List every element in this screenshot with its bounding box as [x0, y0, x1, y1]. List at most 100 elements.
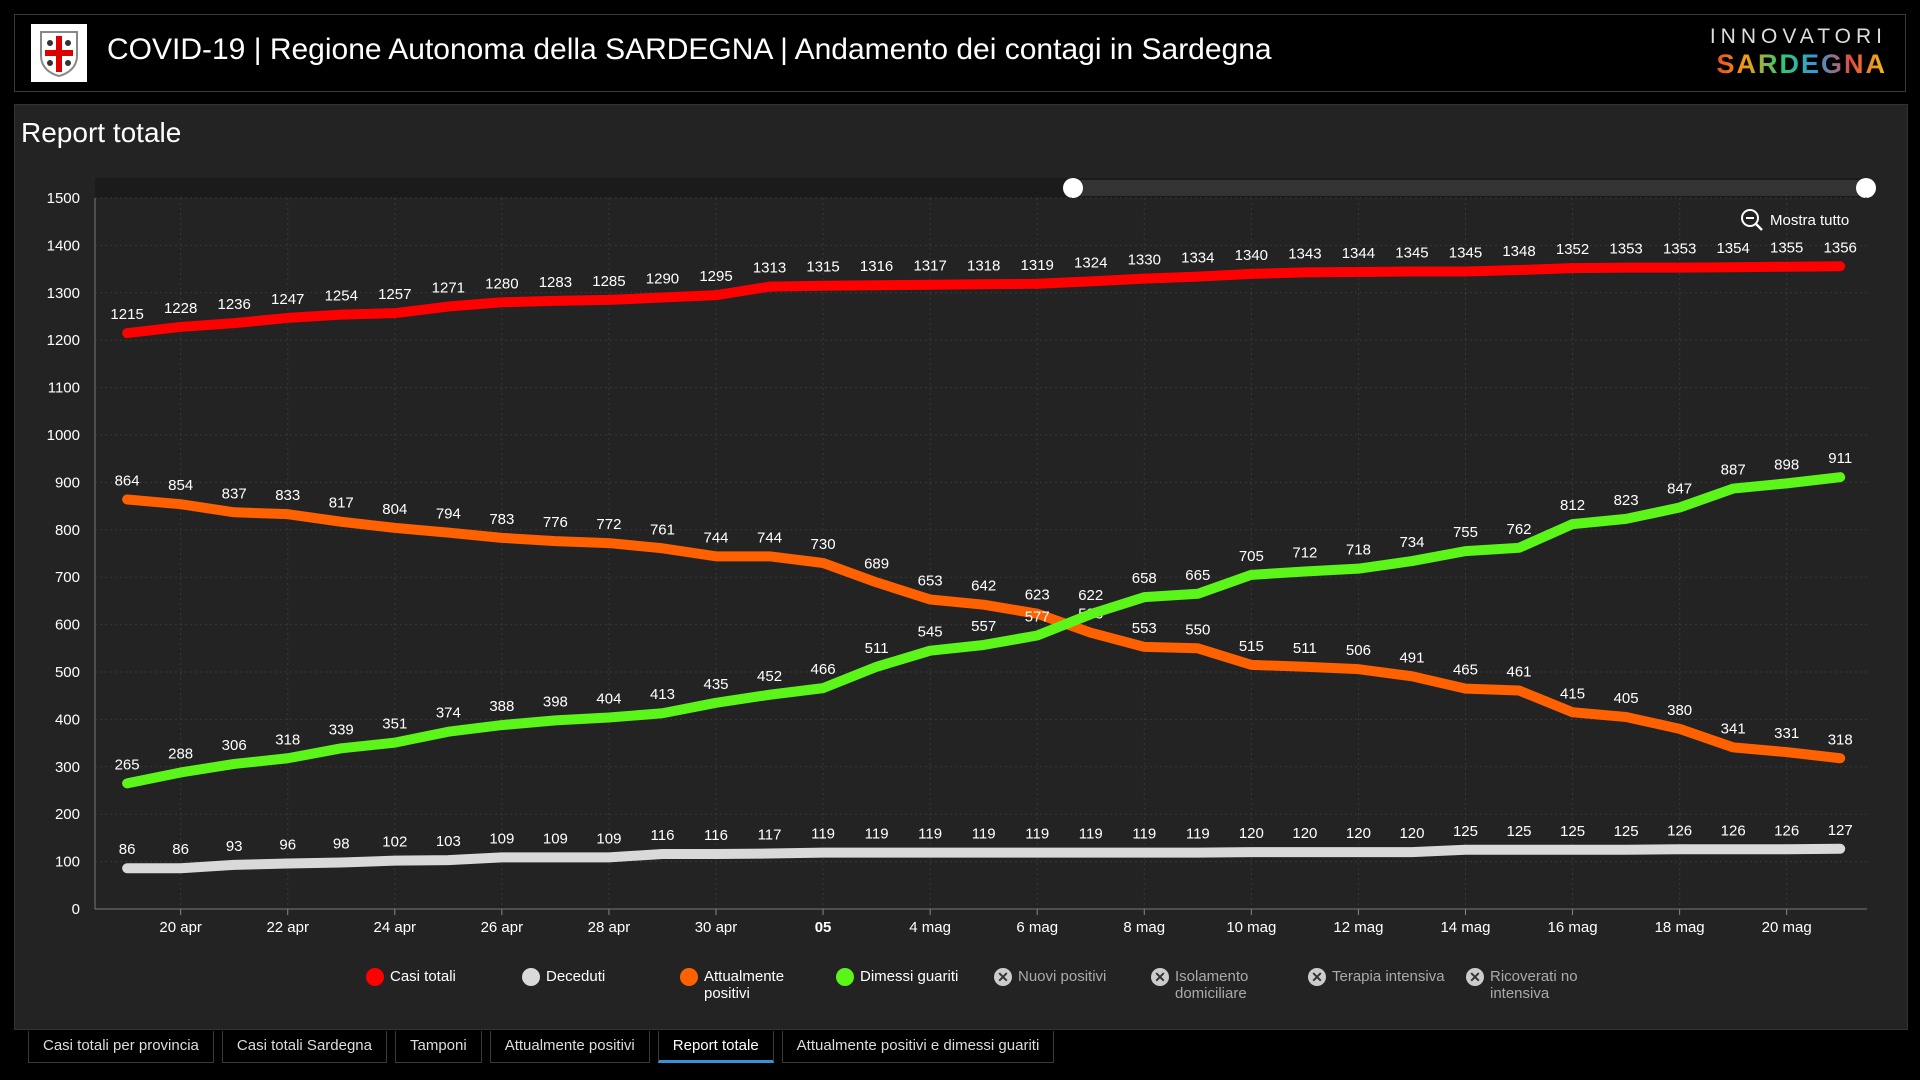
- data-point-deceduti: [714, 852, 719, 857]
- data-label-attualmente-positivi: 515: [1239, 638, 1264, 655]
- data-label-attualmente-positivi: 623: [1025, 587, 1050, 604]
- data-label-casi-totali: 1257: [378, 286, 411, 303]
- data-point-deceduti: [1784, 847, 1789, 852]
- legend-item-attualmente-positivi[interactable]: Attualmente positivi: [680, 968, 799, 1002]
- legend-item-dimessi-guariti[interactable]: Dimessi guariti: [836, 968, 958, 986]
- data-label-deceduti: 116: [704, 827, 728, 844]
- data-point-casi-totali: [1677, 265, 1682, 270]
- data-label-dimessi-guariti: 466: [811, 661, 836, 678]
- legend-dot-icon: [366, 968, 384, 986]
- data-label-deceduti: 96: [279, 836, 296, 853]
- tab-casi-totali-per-provincia[interactable]: Casi totali per provincia: [28, 1031, 214, 1063]
- data-label-attualmente-positivi: 415: [1560, 685, 1585, 702]
- y-tick-label: 100: [55, 854, 80, 871]
- tab-casi-totali-sardegna[interactable]: Casi totali Sardegna: [221, 1031, 387, 1063]
- data-point-deceduti: [981, 850, 986, 855]
- hidden-series-x-icon: ✕: [1308, 968, 1326, 986]
- legend-label: Ricoverati no intensiva: [1490, 968, 1578, 1002]
- navigator-right-handle[interactable]: [1856, 178, 1876, 198]
- data-point-attualmente-positivi: [125, 497, 130, 502]
- data-label-deceduti: 93: [226, 838, 243, 855]
- data-label-casi-totali: 1228: [164, 300, 197, 317]
- data-label-attualmente-positivi: 550: [1185, 621, 1210, 638]
- data-label-casi-totali: 1343: [1288, 245, 1321, 262]
- tab-attualmente-positivi-e-dimessi-guariti[interactable]: Attualmente positivi e dimessi guariti: [781, 1031, 1055, 1063]
- legend-item-deceduti[interactable]: Deceduti: [522, 968, 605, 986]
- data-point-deceduti: [1035, 850, 1040, 855]
- data-label-dimessi-guariti: 435: [703, 676, 728, 693]
- data-point-dimessi-guariti: [392, 740, 397, 745]
- data-point-attualmente-positivi: [1731, 745, 1736, 750]
- data-point-dimessi-guariti: [981, 642, 986, 647]
- data-point-casi-totali: [392, 311, 397, 316]
- data-point-deceduti: [1677, 847, 1682, 852]
- region-coat-of-arms-logo: [31, 24, 87, 82]
- data-label-casi-totali: 1345: [1449, 244, 1482, 261]
- data-label-attualmente-positivi: 772: [596, 516, 621, 533]
- legend-item-isolamento-domiciliare[interactable]: ✕ Isolamento domiciliare: [1151, 968, 1265, 1002]
- data-label-deceduti: 109: [543, 830, 568, 847]
- data-point-dimessi-guariti: [928, 648, 933, 653]
- data-point-dimessi-guariti: [232, 761, 237, 766]
- data-point-dimessi-guariti: [1088, 612, 1093, 617]
- data-label-attualmente-positivi: 405: [1614, 690, 1639, 707]
- data-label-dimessi-guariti: 734: [1399, 534, 1424, 551]
- data-label-attualmente-positivi: 461: [1507, 663, 1532, 680]
- navigator-selected-range[interactable]: [1073, 180, 1866, 196]
- data-point-attualmente-positivi: [1195, 646, 1200, 651]
- data-point-attualmente-positivi: [660, 546, 665, 551]
- data-label-deceduti: 127: [1828, 822, 1853, 839]
- data-label-casi-totali: 1236: [218, 296, 251, 313]
- data-label-dimessi-guariti: 545: [918, 624, 943, 641]
- data-label-deceduti: 119: [972, 826, 996, 843]
- data-label-casi-totali: 1315: [806, 259, 839, 276]
- data-point-attualmente-positivi: [1409, 674, 1414, 679]
- page-title: COVID-19 | Regione Autonoma della SARDEG…: [107, 33, 1272, 66]
- data-point-dimessi-guariti: [1731, 486, 1736, 491]
- data-label-attualmente-positivi: 744: [703, 529, 728, 546]
- data-label-casi-totali: 1354: [1716, 240, 1749, 257]
- tab-report-totale[interactable]: Report totale: [657, 1031, 774, 1063]
- data-label-attualmente-positivi: 511: [1293, 640, 1317, 657]
- data-label-deceduti: 126: [1774, 822, 1799, 839]
- data-label-deceduti: 125: [1614, 823, 1639, 840]
- data-point-casi-totali: [1570, 266, 1575, 271]
- x-tick-label: 14 mag: [1440, 919, 1490, 936]
- legend-item-terapia-intensiva[interactable]: ✕ Terapia intensiva: [1308, 968, 1445, 986]
- tab-attualmente-positivi[interactable]: Attualmente positivi: [489, 1031, 650, 1063]
- data-label-attualmente-positivi: 833: [275, 487, 300, 504]
- data-point-attualmente-positivi: [767, 554, 772, 559]
- legend-item-casi-totali[interactable]: Casi totali: [366, 968, 456, 986]
- data-label-attualmente-positivi: 331: [1774, 725, 1799, 742]
- data-point-attualmente-positivi: [1142, 644, 1147, 649]
- data-point-attualmente-positivi: [714, 554, 719, 559]
- brand-top-text: INNOVATORI: [1709, 25, 1887, 48]
- data-point-attualmente-positivi: [1035, 611, 1040, 616]
- data-point-casi-totali: [1463, 269, 1468, 274]
- x-tick-label: 30 apr: [695, 919, 738, 936]
- data-label-dimessi-guariti: 762: [1507, 521, 1532, 538]
- x-tick-label: 18 mag: [1655, 919, 1705, 936]
- data-point-casi-totali: [1088, 279, 1093, 284]
- navigator-left-handle[interactable]: [1063, 178, 1083, 198]
- show-all-button[interactable]: Mostra tutto: [1740, 208, 1849, 232]
- data-label-deceduti: 119: [1079, 826, 1103, 843]
- data-point-casi-totali: [1302, 270, 1307, 275]
- legend-label: Attualmente positivi: [704, 968, 785, 1002]
- y-tick-label: 1000: [47, 427, 80, 444]
- data-point-dimessi-guariti: [1784, 481, 1789, 486]
- data-point-attualmente-positivi: [553, 539, 558, 544]
- legend-item-ricoverati-no-intensiva[interactable]: ✕ Ricoverati no intensiva: [1466, 968, 1590, 1002]
- data-point-casi-totali: [1409, 269, 1414, 274]
- data-point-dimessi-guariti: [1838, 475, 1843, 480]
- x-tick-label: 20 apr: [159, 919, 202, 936]
- data-point-attualmente-positivi: [606, 541, 611, 546]
- legend-item-nuovi-positivi[interactable]: ✕ Nuovi positivi: [994, 968, 1106, 986]
- tab-tamponi[interactable]: Tamponi: [395, 1031, 482, 1063]
- data-label-attualmente-positivi: 854: [168, 477, 193, 494]
- data-label-attualmente-positivi: 794: [436, 506, 461, 523]
- data-label-dimessi-guariti: 452: [757, 668, 782, 685]
- data-label-deceduti: 119: [865, 826, 889, 843]
- data-point-deceduti: [606, 855, 611, 860]
- data-point-casi-totali: [606, 297, 611, 302]
